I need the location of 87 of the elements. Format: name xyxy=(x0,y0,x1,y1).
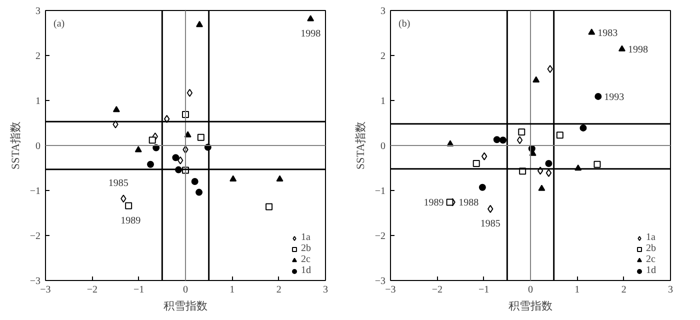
x-tick-label: 1 xyxy=(574,284,580,296)
point xyxy=(186,88,193,97)
y-axis-title: SSTA指数 xyxy=(10,121,22,170)
point xyxy=(125,202,132,210)
point xyxy=(618,45,626,52)
point xyxy=(178,156,184,164)
annotation: 1998 xyxy=(300,28,321,40)
point xyxy=(588,28,596,35)
y-axis-title: SSTA指数 xyxy=(354,121,367,170)
point xyxy=(446,198,454,206)
y-tick-label: 3 xyxy=(36,6,40,17)
x-tick-label: 1 xyxy=(230,284,235,296)
point xyxy=(196,188,203,196)
y-tick-label: 3 xyxy=(380,6,386,17)
point xyxy=(594,160,601,168)
y-tick-label: 1 xyxy=(36,96,40,107)
legend-label: 1a xyxy=(646,232,656,243)
x-tick-label: 2 xyxy=(276,284,282,296)
x-axis-title: 积雪指数 xyxy=(508,300,552,312)
annotation: 1985 xyxy=(480,218,500,230)
annotation: 1983 xyxy=(598,28,618,40)
y-tick-label: 1 xyxy=(380,96,386,107)
point xyxy=(147,160,154,168)
point xyxy=(196,20,203,28)
point xyxy=(134,146,142,152)
annotation: 1993 xyxy=(604,92,624,103)
y-tick-label: −1 xyxy=(30,186,40,197)
point xyxy=(191,178,198,185)
point xyxy=(148,136,156,144)
x-tick-label: −2 xyxy=(432,284,442,296)
point xyxy=(488,204,494,213)
point xyxy=(493,136,500,144)
point xyxy=(112,106,120,112)
point xyxy=(499,136,506,144)
y-tick-label: −1 xyxy=(374,186,386,197)
x-tick-label: −1 xyxy=(134,284,144,296)
point xyxy=(266,203,273,210)
x-tick-label: 2 xyxy=(621,284,626,296)
y-tick-label: 0 xyxy=(36,141,40,152)
point xyxy=(516,136,523,144)
point xyxy=(545,160,552,167)
point xyxy=(472,160,480,167)
x-tick-label: 0 xyxy=(528,284,533,296)
point xyxy=(230,175,237,182)
annotation: 1989 xyxy=(120,215,141,226)
y-tick-label: −2 xyxy=(30,231,40,242)
annotation: 1985 xyxy=(108,178,128,190)
x-tick-label: −1 xyxy=(478,284,490,296)
x-axis-title: 积雪指数 xyxy=(164,300,208,312)
legend-label: 2b xyxy=(646,243,657,254)
legend-label: 1a xyxy=(301,232,312,243)
point xyxy=(556,132,564,139)
point xyxy=(184,131,192,138)
x-tick-label: 3 xyxy=(323,284,328,296)
point xyxy=(197,134,204,141)
point xyxy=(532,76,540,82)
point xyxy=(120,194,126,203)
x-tick-label: −2 xyxy=(86,284,98,296)
annotation: 1998 xyxy=(628,44,648,56)
annotation: (a) xyxy=(54,18,65,30)
point xyxy=(518,128,526,136)
y-tick-label: −3 xyxy=(30,276,40,287)
point xyxy=(580,124,587,132)
y-tick-label: 2 xyxy=(36,51,40,62)
x-tick-label: 3 xyxy=(668,284,673,296)
legend-label: 2c xyxy=(301,254,312,265)
y-tick-label: −2 xyxy=(374,231,386,242)
legend-label: 2b xyxy=(301,243,312,254)
point xyxy=(594,92,602,100)
y-tick-label: −3 xyxy=(374,276,386,287)
annotation: (b) xyxy=(398,18,410,30)
annotation: 1989 xyxy=(424,198,444,209)
point xyxy=(172,154,180,162)
point xyxy=(276,175,284,182)
point xyxy=(546,168,552,177)
point xyxy=(538,184,546,191)
x-tick-label: 0 xyxy=(183,284,188,296)
legend-label: 1d xyxy=(301,265,312,276)
point xyxy=(307,15,314,22)
y-tick-label: 2 xyxy=(380,51,386,62)
point xyxy=(478,184,486,191)
point xyxy=(547,65,553,73)
legend-label: 2c xyxy=(646,254,656,265)
legend-label: 1d xyxy=(646,265,657,276)
annotation: 1988 xyxy=(458,198,479,209)
y-tick-label: 0 xyxy=(380,141,386,152)
point xyxy=(481,152,488,160)
